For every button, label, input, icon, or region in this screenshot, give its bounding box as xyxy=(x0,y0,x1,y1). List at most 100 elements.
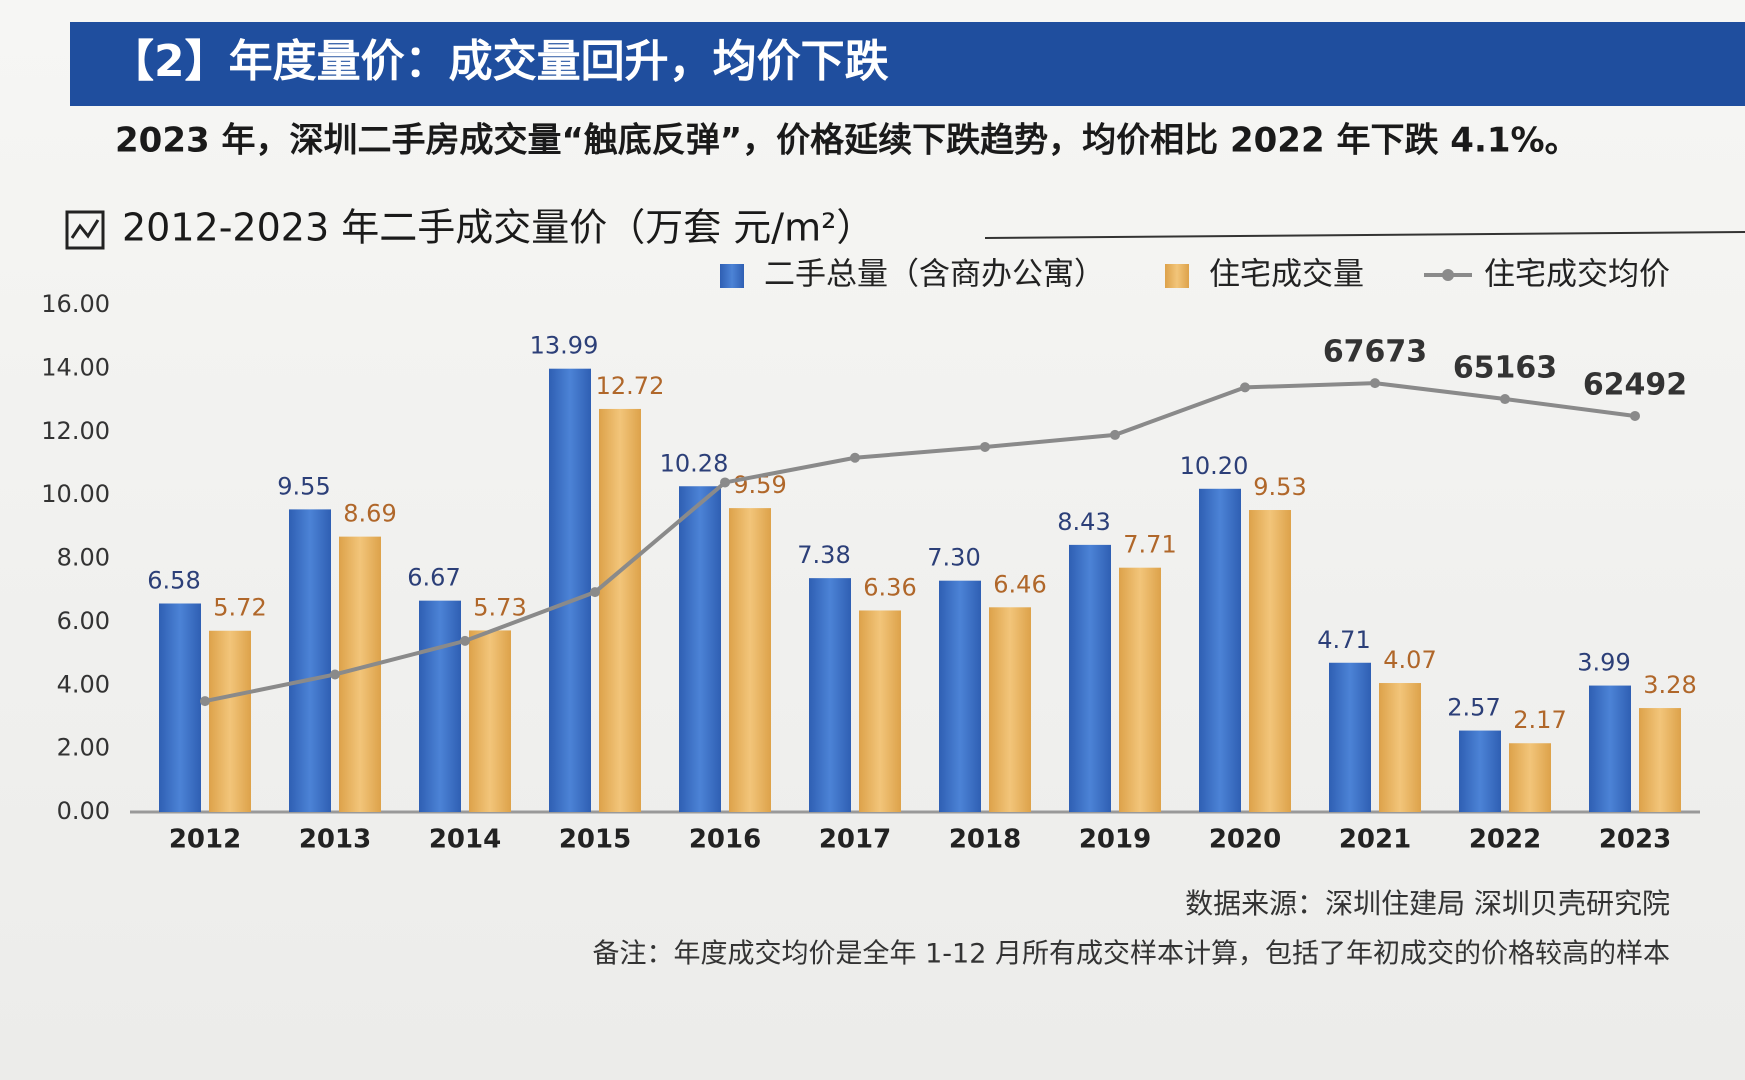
x-tick-label: 2012 xyxy=(169,825,241,855)
y-tick-label: 14.00 xyxy=(41,353,110,381)
x-tick-label: 2020 xyxy=(1209,825,1281,855)
value-label: 2.57 xyxy=(1447,694,1500,722)
y-tick-label: 12.00 xyxy=(41,417,110,445)
value-label: 4.07 xyxy=(1383,646,1436,674)
bar xyxy=(469,630,511,812)
price-point xyxy=(460,635,470,646)
x-tick-label: 2021 xyxy=(1339,825,1411,855)
value-label: 4.71 xyxy=(1317,626,1370,654)
price-point xyxy=(590,587,600,598)
y-tick-label: 16.00 xyxy=(41,290,110,318)
price-point xyxy=(720,477,730,488)
y-tick-label: 0.00 xyxy=(57,797,110,825)
legend-label: 住宅成交均价 xyxy=(1484,257,1670,293)
bar xyxy=(1379,683,1421,812)
chart-title: 2012-2023 年二手成交量价（万套 元/m²） xyxy=(122,206,874,250)
bar xyxy=(419,600,461,812)
price-line xyxy=(204,381,1636,704)
bar xyxy=(1329,662,1371,812)
bar xyxy=(1639,708,1681,812)
value-label: 6.58 xyxy=(147,566,200,594)
bar xyxy=(289,509,331,812)
value-label: 3.99 xyxy=(1577,649,1630,677)
title-icon-line xyxy=(70,219,100,239)
value-label: 6.46 xyxy=(993,570,1046,598)
value-label: 8.69 xyxy=(343,500,396,528)
bar xyxy=(939,580,981,812)
x-tick-label: 2017 xyxy=(819,825,891,855)
x-tick-label: 2016 xyxy=(689,825,761,855)
price-point xyxy=(1110,429,1120,440)
bar xyxy=(549,368,591,812)
title-icon xyxy=(65,210,105,250)
y-tick-label: 2.00 xyxy=(57,734,110,762)
x-tick-label: 2022 xyxy=(1469,825,1541,855)
bar xyxy=(1459,730,1501,812)
price-point xyxy=(850,452,860,463)
legend-swatch xyxy=(1442,269,1454,281)
legend-label: 住宅成交量 xyxy=(1209,257,1364,293)
value-label: 6.36 xyxy=(863,573,916,601)
source: 数据来源：深圳住建局 深圳贝壳研究院 xyxy=(1185,887,1670,920)
bar xyxy=(1199,488,1241,812)
bar xyxy=(1069,544,1111,812)
bar xyxy=(1249,510,1291,812)
bar xyxy=(209,630,251,812)
bar xyxy=(339,536,381,812)
bar xyxy=(1509,743,1551,812)
value-label: 6.67 xyxy=(407,564,460,592)
y-tick-label: 8.00 xyxy=(57,544,110,572)
y-tick-label: 10.00 xyxy=(41,480,110,508)
legend-swatch xyxy=(720,264,744,288)
y-tick-label: 4.00 xyxy=(57,670,110,698)
price-point xyxy=(1370,378,1380,389)
x-tick-label: 2019 xyxy=(1079,825,1151,855)
value-label: 3.28 xyxy=(1643,671,1696,699)
value-label: 5.72 xyxy=(213,594,266,622)
bar xyxy=(599,408,641,812)
x-tick-label: 2015 xyxy=(559,825,631,855)
note: 备注：年度成交均价是全年 1-12 月所有成交样本计算，包括了年初成交的价格较高… xyxy=(593,939,1670,970)
value-label: 7.38 xyxy=(797,541,850,569)
value-label: 12.72 xyxy=(596,372,665,400)
value-label: 2.17 xyxy=(1513,706,1566,734)
bar xyxy=(859,610,901,812)
legend-swatch xyxy=(1165,264,1189,288)
bar xyxy=(679,486,721,812)
value-label: 65163 xyxy=(1453,351,1557,386)
value-label: 9.53 xyxy=(1253,473,1306,501)
value-label: 9.55 xyxy=(277,472,330,500)
price-point xyxy=(200,696,210,707)
x-tick-label: 2014 xyxy=(429,825,501,855)
price-point xyxy=(330,669,340,680)
value-label: 8.43 xyxy=(1057,508,1110,536)
price-point xyxy=(1500,394,1510,405)
bar xyxy=(1119,567,1161,812)
header-bar xyxy=(70,22,1745,106)
bar xyxy=(989,607,1031,812)
value-label: 10.28 xyxy=(660,449,729,477)
title-rule xyxy=(984,231,1745,239)
value-label: 10.20 xyxy=(1180,452,1249,480)
header: 【2】年度量价：成交量回升，均价下跌 xyxy=(110,36,889,87)
legend-label: 二手总量（含商办公寓） xyxy=(764,257,1105,293)
value-label: 5.73 xyxy=(473,593,526,621)
price-point xyxy=(980,441,990,452)
bar xyxy=(809,578,851,812)
bar xyxy=(729,508,771,812)
price-point xyxy=(1630,410,1640,421)
value-label: 7.30 xyxy=(927,544,980,572)
price-point xyxy=(1240,382,1250,393)
y-tick-label: 6.00 xyxy=(57,607,110,635)
value-label: 62492 xyxy=(1583,367,1687,402)
x-tick-label: 2023 xyxy=(1599,825,1671,855)
bar xyxy=(159,603,201,812)
bar xyxy=(1589,685,1631,812)
value-label: 13.99 xyxy=(530,332,599,360)
value-label: 7.71 xyxy=(1123,531,1176,559)
subtitle: 2023 年，深圳二手房成交量“触底反弹”，价格延续下跌趋势，均价相比 2022… xyxy=(115,121,1579,161)
x-tick-label: 2013 xyxy=(299,825,371,855)
x-tick-label: 2018 xyxy=(949,825,1021,855)
